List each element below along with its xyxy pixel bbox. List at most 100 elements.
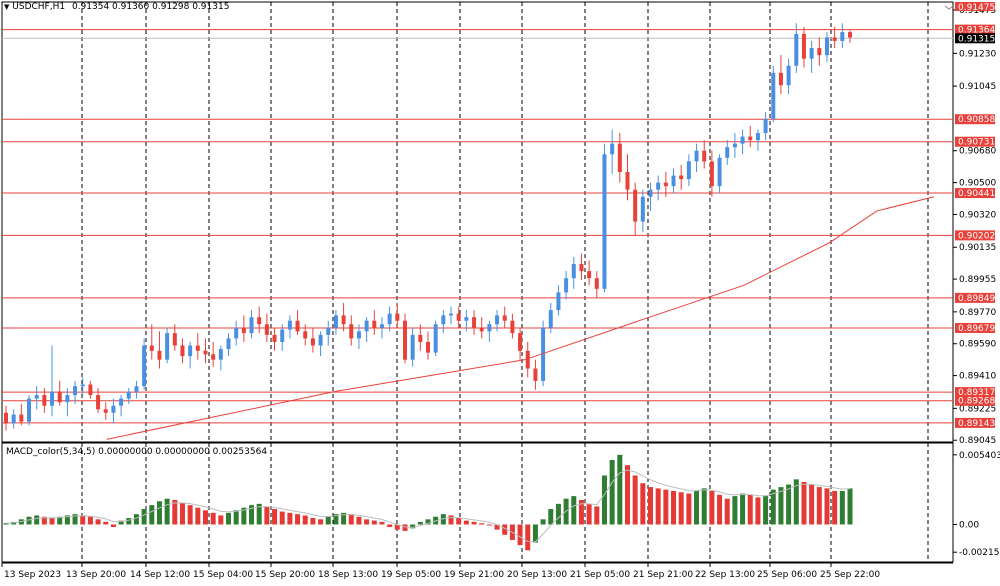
candle-body — [287, 320, 292, 330]
macd-bar — [594, 506, 600, 525]
macd-bar — [609, 460, 615, 525]
candle-body — [226, 338, 231, 350]
candle-body — [410, 334, 415, 360]
moving-average-line — [106, 196, 935, 440]
macd-bar — [686, 493, 692, 525]
macd-bar — [786, 484, 792, 525]
candle-body — [303, 331, 308, 339]
macd-bar — [41, 516, 47, 525]
macd-bar — [417, 521, 423, 525]
level-tag-text: 0.90441 — [958, 189, 995, 199]
candle-body — [671, 175, 676, 187]
level-tag-text: 0.89679 — [958, 324, 995, 334]
candle-body — [594, 278, 599, 289]
macd-bar — [824, 488, 830, 525]
candle-body — [794, 33, 799, 66]
macd-axis-label: 0.0054035 — [959, 451, 1000, 461]
candle-body — [625, 171, 630, 190]
candle-body — [464, 317, 469, 321]
level-tag — [955, 230, 995, 241]
macd-bar — [548, 509, 554, 525]
time-label: 19 Sep 21:00 — [444, 570, 504, 580]
macd-bar — [218, 515, 224, 525]
candle-body — [502, 315, 507, 321]
candle-body — [234, 327, 239, 339]
candle-body — [548, 310, 553, 328]
macd-bar — [747, 494, 753, 525]
candle-body — [456, 313, 461, 321]
macd-bar — [648, 487, 654, 525]
level-tag-text: 0.89143 — [958, 419, 995, 429]
candle-body — [211, 354, 216, 360]
macd-bar — [778, 487, 784, 525]
candle-body — [656, 182, 661, 190]
candle-body — [679, 175, 684, 180]
macd-header: MACD_color(5,34,5) 0.00000000 0.00000000… — [6, 447, 267, 457]
candle-body — [610, 143, 615, 155]
candle-body — [617, 143, 622, 172]
macd-bar — [601, 475, 607, 525]
macd-bar — [717, 494, 723, 525]
candle-body — [663, 182, 668, 187]
candle-body — [725, 147, 730, 158]
level-tag — [955, 33, 995, 44]
macd-bar — [410, 524, 416, 529]
level-tag — [955, 322, 995, 333]
collapse-triangle-icon[interactable]: ▼ — [4, 3, 10, 11]
macd-bar — [318, 519, 324, 525]
macd-bar — [164, 498, 170, 525]
macd-bar — [272, 509, 278, 525]
level-tag-text: 0.91364 — [958, 26, 995, 36]
candle-body — [88, 384, 93, 396]
macd-bar — [793, 479, 799, 525]
candle-body — [648, 189, 653, 197]
candle-body — [272, 334, 277, 342]
macd-axis-label: 0.00 — [959, 520, 979, 530]
macd-bar — [709, 490, 715, 525]
price-label: 0.89955 — [959, 275, 996, 285]
candle-body — [518, 333, 523, 351]
time-label: 20 Sep 13:00 — [507, 570, 567, 580]
macd-bar — [486, 524, 492, 526]
candle-body — [257, 317, 262, 325]
macd-bar — [172, 499, 178, 525]
candle-body — [341, 315, 346, 325]
macd-bar — [525, 524, 531, 551]
candle-body — [349, 324, 354, 339]
level-tag — [955, 136, 995, 147]
macd-bar — [72, 514, 78, 525]
price-label: 0.89590 — [959, 340, 996, 350]
macd-bar — [586, 503, 592, 525]
macd-bar — [632, 475, 638, 525]
candle-body — [556, 292, 561, 311]
main-plot-frame — [1, 1, 954, 443]
candle-body — [633, 189, 638, 222]
time-label: 25 Sep 22:00 — [820, 570, 880, 580]
macd-bar — [671, 490, 677, 525]
level-tag — [955, 387, 995, 398]
time-label: 21 Sep 21:00 — [633, 570, 693, 580]
candle-body — [602, 154, 607, 289]
time-label: 18 Sep 13:00 — [318, 570, 378, 580]
level-tag-text: 0.91315 — [958, 34, 995, 44]
macd-bar — [126, 518, 132, 525]
macd-bar — [341, 512, 347, 525]
candle-body — [449, 313, 454, 316]
candle-body — [717, 157, 722, 187]
candle-body — [103, 409, 108, 413]
candle-body — [495, 315, 500, 325]
macd-bar — [356, 516, 362, 525]
level-tag-text: 0.90858 — [958, 115, 995, 125]
macd-bar — [149, 505, 155, 525]
macd-bar — [448, 515, 454, 525]
macd-bar — [295, 514, 301, 525]
macd-bars-group — [3, 454, 853, 551]
time-label: 13 Sep 2023 — [4, 570, 61, 580]
macd-bar — [816, 487, 822, 525]
candle-body — [333, 315, 338, 328]
macd-bar — [187, 505, 193, 525]
macd-bar — [3, 523, 9, 525]
macd-bar — [502, 524, 508, 535]
